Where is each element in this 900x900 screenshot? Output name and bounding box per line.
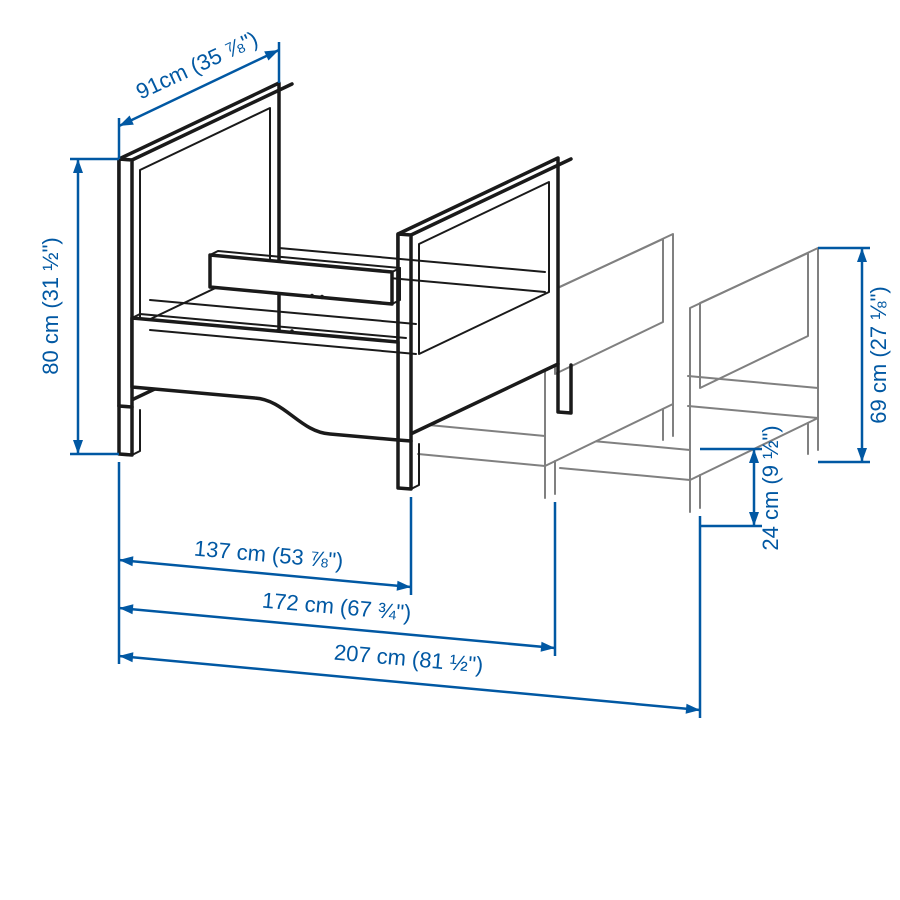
dim-clearance-label: 24 cm (9 ½") (758, 425, 783, 550)
diagram-canvas: 91cm (35 ⅞") 80 cm (31 ½") 137 cm (53 ⅞"… (0, 0, 900, 900)
dim-height-foot-label: 69 cm (27 ⅛") (866, 286, 891, 423)
dim-depth-label: 91cm (35 ⅞") (132, 26, 262, 104)
bed-main (119, 83, 571, 489)
dim-height-foot: 69 cm (27 ⅛") (818, 248, 891, 462)
dim-height-head: 80 cm (31 ½") (38, 159, 119, 454)
dim-length-mid-label: 172 cm (67 ¾") (261, 588, 412, 626)
dim-length-min: 137 cm (53 ⅞") (119, 462, 412, 595)
dim-height-head-label: 80 cm (31 ½") (38, 237, 63, 374)
dim-length-max-label: 207 cm (81 ½") (333, 640, 484, 678)
bed-illustration (119, 83, 818, 512)
